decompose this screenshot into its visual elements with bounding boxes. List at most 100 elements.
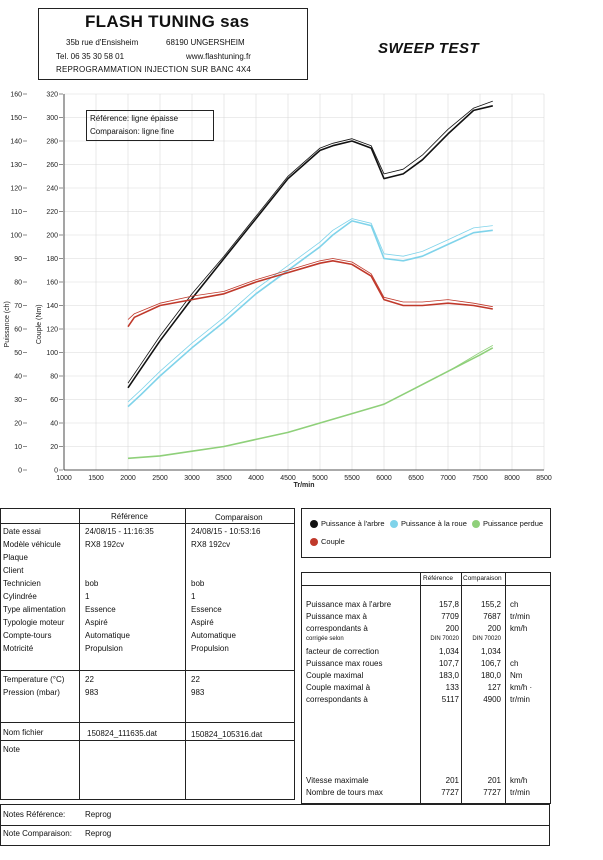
result-bottom-comp: 7727 [483, 788, 501, 797]
tagline: REPROGRAMMATION INJECTION SUR BANC 4X4 [56, 65, 252, 74]
test-title: SWEEP TEST [378, 40, 480, 57]
result-bottom-comp: 201 [487, 776, 501, 785]
env-ref-value: 983 [85, 688, 99, 697]
series-legend: Puissance à l'arbre Puissance à la roue … [301, 508, 551, 558]
torque-tick-label: 20 [50, 444, 58, 451]
result-unit: tr/min [510, 695, 530, 704]
row-comp-value: RX8 192cv [191, 540, 231, 549]
result-ref: 183,0 [438, 671, 459, 680]
header-box [38, 8, 308, 80]
row-ref-value: 24/08/15 - 11:16:35 [85, 527, 154, 536]
power-tick-label: 60 [14, 327, 22, 334]
result-ref: 1,034 [438, 647, 459, 656]
torque-tick-label: 60 [50, 397, 58, 404]
legend-swatch [310, 538, 318, 547]
torque-tick-label: 240 [46, 186, 58, 193]
x-tick-label: 2500 [152, 475, 168, 482]
row-comp-value: 1 [191, 592, 196, 601]
result-label: Couple maximal à [306, 683, 371, 692]
website: www.flashtuning.fr [186, 52, 251, 61]
torque-tick-label: 220 [46, 209, 58, 216]
torque-tick-label: 120 [46, 327, 58, 334]
row-label: Client [3, 566, 24, 575]
row-ref-value: RX8 192cv [85, 540, 125, 549]
torque-tick-label: 80 [50, 374, 58, 381]
notes-ref-label: Notes Référence: [3, 810, 66, 819]
x-tick-label: 5500 [344, 475, 360, 482]
power-axis-label: Puissance (ch) [4, 301, 11, 347]
row-ref-value: Automatique [85, 631, 130, 640]
result-comp: 200 [487, 624, 501, 633]
row-ref-value: Aspiré [85, 618, 108, 627]
x-tick-label: 3500 [216, 475, 232, 482]
result-label: Puissance max à l'arbre [306, 600, 392, 609]
result-label: correspondants à [306, 624, 368, 633]
row-comp-value: Automatique [191, 631, 236, 640]
row-label: Plaque [3, 553, 28, 562]
power-tick-label: 80 [14, 280, 22, 287]
torque-tick-label: 160 [46, 280, 58, 287]
row-ref-value: bob [85, 579, 99, 588]
x-tick-label: 3000 [184, 475, 200, 482]
x-tick-label: 2000 [120, 475, 136, 482]
x-tick-label: 8000 [504, 475, 520, 482]
power-tick-label: 90 [14, 256, 22, 263]
power-tick-label: 160 [10, 92, 22, 99]
torque-tick-label: 320 [46, 92, 58, 99]
result-label: Puissance max à [306, 612, 367, 621]
x-tick-label: 7000 [440, 475, 456, 482]
address-street: 35b rue d'Ensisheim [66, 38, 139, 47]
x-tick-label: 6500 [408, 475, 424, 482]
power-tick-label: 10 [14, 444, 22, 451]
legend-item-wheel-power: Puissance à la roue [390, 519, 467, 529]
result-bottom-ref: 7727 [441, 788, 459, 797]
result-ref: 157,8 [438, 600, 459, 609]
notes-comp-value: Reprog [85, 829, 112, 838]
line-style-legend [86, 110, 214, 141]
power-tick-label: 50 [14, 350, 22, 357]
result-comp: 1,034 [480, 647, 501, 656]
torque-tick-label: 40 [50, 421, 58, 428]
torque-tick-label: 100 [46, 350, 58, 357]
env-label: Temperature (°C) [3, 675, 65, 684]
row-comp-value: Essence [191, 605, 222, 614]
result-ref: 107,7 [438, 659, 459, 668]
row-ref-value: 1 [85, 592, 90, 601]
note-label: Note [3, 745, 20, 754]
vehicle-table: Référence Comparaison Date essai 24/08/15… [0, 508, 295, 800]
result-unit: tr/min [510, 612, 530, 621]
result-bottom-unit: km/h [510, 776, 528, 785]
power-tick-label: 40 [14, 374, 22, 381]
row-comp-value: 24/08/15 - 10:53:16 [191, 527, 261, 536]
notes-box: Notes Référence: Reprog Note Comparaison… [0, 804, 550, 846]
result-comp: 7687 [483, 612, 501, 621]
row-ref-value: Essence [85, 605, 116, 614]
env-comp-value: 22 [191, 675, 200, 684]
result-bottom-label: Nombre de tours max [306, 788, 383, 797]
torque-axis-label: Couple (Nm) [36, 304, 43, 344]
result-label: Couple maximal [306, 671, 364, 680]
result-ref: 5117 [441, 695, 459, 704]
series-line-couple-comparison [127, 258, 493, 320]
row-label: Typologie moteur [3, 618, 65, 627]
company-name: FLASH TUNING sas [85, 12, 250, 31]
env-ref-value: 22 [85, 675, 94, 684]
file-name-comp: 150824_105316.dat [191, 730, 263, 739]
torque-tick-label: 280 [46, 139, 58, 146]
results-header-comparison: Comparaison [463, 575, 502, 582]
notes-ref-value: Reprog [85, 810, 112, 819]
row-label: Cylindrée [3, 592, 37, 601]
phone: Tel. 06 35 30 58 01 [56, 52, 125, 61]
power-tick-label: 150 [10, 115, 22, 122]
series-line-couple-reference [127, 260, 493, 328]
result-bottom-label: Vitesse maximale [306, 776, 369, 785]
power-tick-label: 120 [10, 186, 22, 193]
result-label: facteur de correction [306, 647, 379, 656]
x-tick-label: 4500 [280, 475, 296, 482]
series-line-puissance-la-roue-reference [127, 220, 493, 408]
result-label: Puissance max roues [306, 659, 383, 668]
env-comp-value: 983 [191, 688, 205, 697]
result-label: corrigée selon [306, 636, 344, 642]
result-comp: 4900 [483, 695, 501, 704]
notes-comp-label: Note Comparaison: [3, 829, 72, 838]
